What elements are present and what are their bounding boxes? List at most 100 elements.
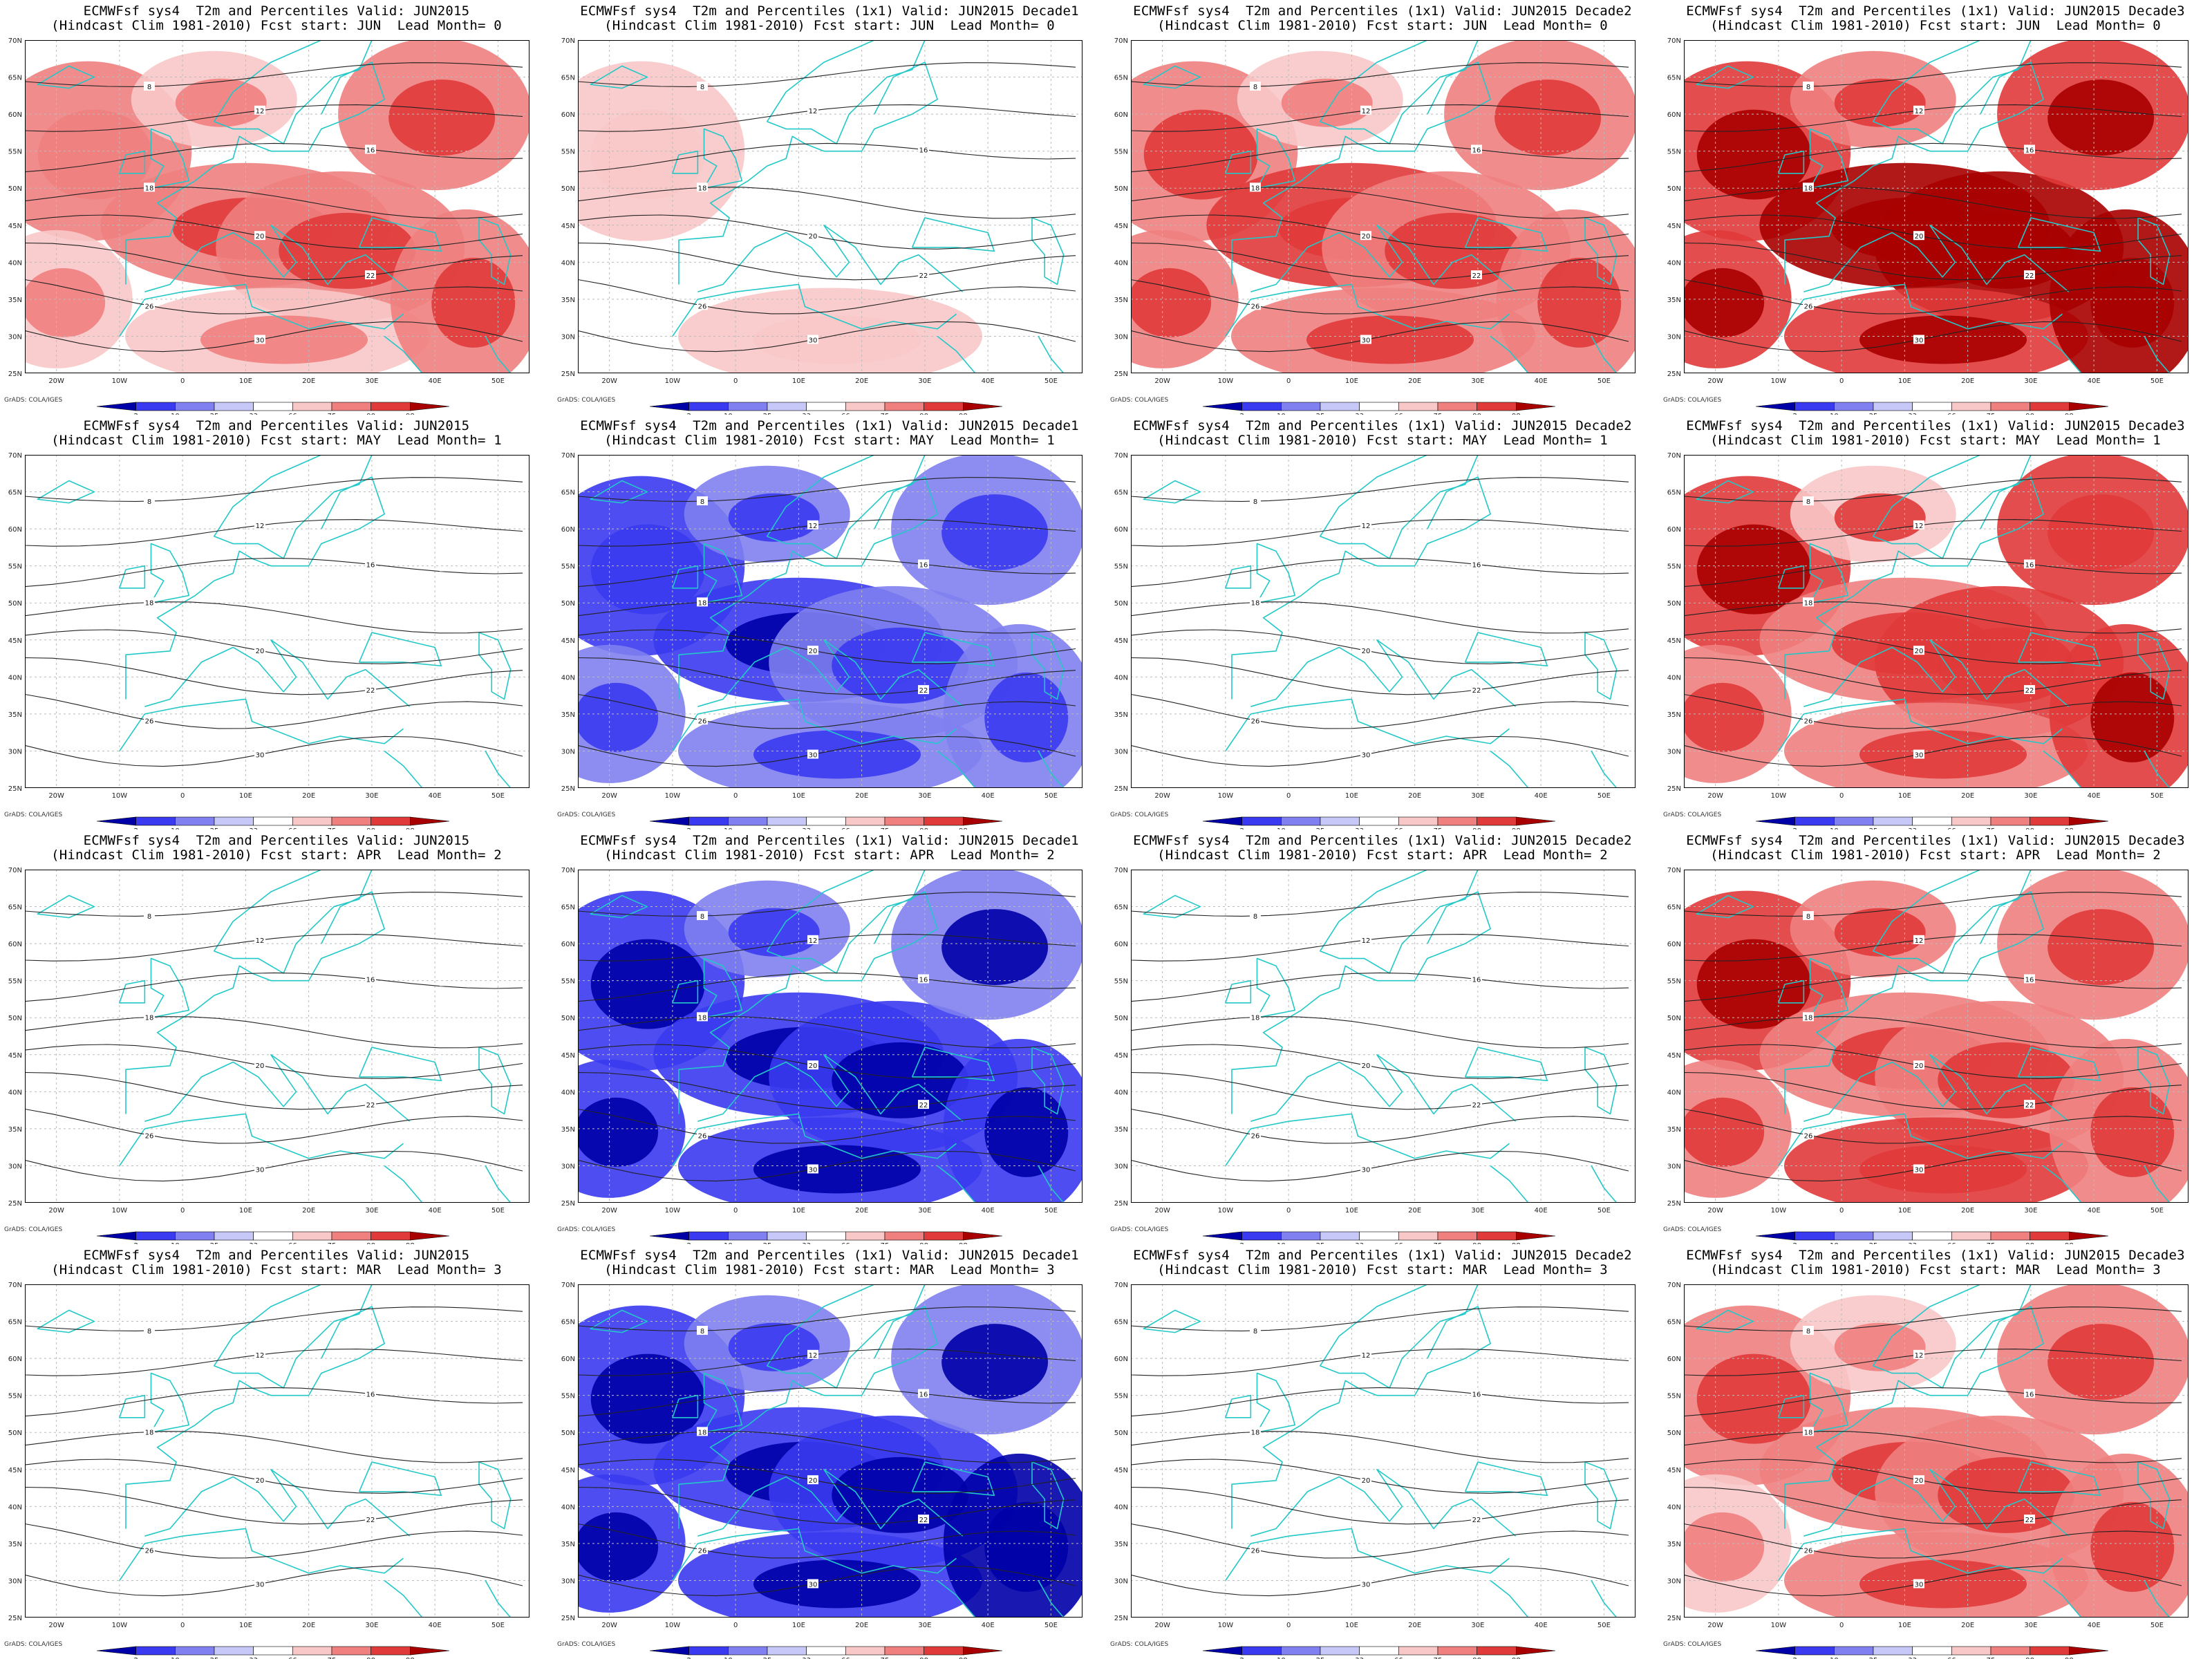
isotherm-label-bg — [1803, 1130, 1814, 1140]
coastline — [1250, 224, 1517, 292]
x-tick-label: 50E — [2150, 792, 2164, 800]
panel-title-line1: ECMWFsf sys4 T2m and Percentiles (1x1) V… — [1133, 418, 1632, 433]
anomaly-shading-core — [1834, 493, 1926, 542]
coastline — [1778, 1528, 2063, 1581]
y-tick-label: 40N — [1667, 674, 1681, 682]
colorbar-segment — [292, 816, 332, 826]
isotherm-label: 12 — [1915, 937, 1924, 945]
coastline — [321, 476, 385, 529]
x-tick-label: 10E — [1345, 1207, 1358, 1215]
map-frame — [578, 40, 1082, 373]
isotherm — [578, 657, 1076, 695]
isotherm — [25, 62, 523, 87]
isotherm-label: 30 — [1915, 337, 1924, 345]
coastline — [1591, 336, 1618, 373]
x-tick-label: 50E — [491, 792, 505, 800]
y-tick-label: 25N — [1667, 1615, 1681, 1622]
isotherm-label-bg — [1250, 1545, 1261, 1555]
coastline — [1143, 480, 1201, 504]
coastline — [1225, 698, 1510, 751]
colorbar-segment — [292, 402, 332, 411]
colorbar-segment — [175, 1646, 215, 1656]
isotherm-label-bg — [1913, 105, 1924, 115]
y-tick-label: 60N — [1667, 941, 1681, 948]
y-tick-label: 25N — [1114, 371, 1128, 378]
map-area: 8 12 16 18 20 22 26 30 — [1684, 455, 2188, 788]
isotherm-label: 18 — [698, 1429, 707, 1436]
isotherm-label: 22 — [1472, 1517, 1481, 1524]
x-tick-label: 40E — [2088, 1622, 2101, 1629]
y-tick-label: 60N — [561, 1356, 575, 1363]
coastline — [1231, 943, 1465, 1114]
isotherm-label: 20 — [1915, 233, 1924, 241]
y-tick-label: 40N — [1667, 1503, 1681, 1511]
isotherm-label-bg — [807, 1164, 818, 1174]
colorbar-segment — [924, 1231, 964, 1241]
anomaly-shading-core — [1306, 315, 1474, 364]
isotherm-label: 20 — [256, 1477, 265, 1485]
map-panel: ECMWFsf sys4 T2m and Percentiles (1x1) V… — [553, 830, 1106, 1244]
map-area: 8 12 16 18 20 22 26 30 — [25, 40, 529, 373]
anomaly-shading-core — [1938, 1042, 2075, 1118]
isotherm-label-bg — [697, 82, 708, 91]
y-tick-label: 55N — [561, 149, 575, 156]
y-tick-label: 30N — [1667, 748, 1681, 756]
x-tick-label: 10E — [239, 1207, 252, 1215]
grads-credit: GrADS: COLA/IGES — [1110, 397, 1169, 404]
isotherm — [1131, 1071, 1629, 1110]
x-tick-label: 20E — [1408, 792, 1421, 800]
colorbar-segment — [1873, 1231, 1913, 1241]
isotherm-label-bg — [1360, 1349, 1371, 1359]
colorbar-segment — [728, 1231, 768, 1241]
coastline — [1143, 65, 1201, 89]
panel-title: ECMWFsf sys4 T2m and Percentiles (1x1) V… — [553, 1248, 1106, 1277]
colorbar-segment — [1359, 1231, 1399, 1241]
x-tick-label: 10W — [665, 1207, 681, 1215]
isotherm-label: 20 — [256, 1062, 265, 1070]
colorbar-segment — [1755, 402, 1795, 411]
colorbar-segment — [845, 816, 885, 826]
panel-title-line2: (Hindcast Clim 1981-2010) Fcst start: MA… — [604, 1262, 1055, 1277]
x-tick-label: 10W — [1218, 792, 1234, 800]
coastline — [37, 65, 95, 89]
coastline — [1809, 128, 1849, 189]
isotherm — [25, 1486, 523, 1525]
coastline — [911, 217, 995, 252]
y-tick-label: 60N — [8, 526, 22, 534]
map-area: 8 12 16 18 20 22 26 30 — [1684, 870, 2188, 1203]
isotherm-label: 12 — [1915, 1352, 1924, 1360]
isotherm-label: 30 — [809, 337, 818, 345]
isotherm-label-bg — [1360, 935, 1371, 944]
colorbar-segment — [767, 1231, 807, 1241]
colorbar-segment — [1794, 816, 1835, 826]
coastline — [1803, 224, 2070, 292]
colorbar-segment — [1516, 1231, 1556, 1241]
isotherm — [578, 972, 1076, 1002]
coastline — [119, 150, 146, 174]
map-panel: ECMWFsf sys4 T2m and Percentiles (1x1) V… — [1106, 1244, 1659, 1659]
colorbar-segment — [884, 816, 924, 826]
isotherm — [1684, 972, 2182, 1002]
isotherm-label-bg — [697, 1012, 708, 1022]
anomaly-shading-core — [728, 908, 820, 957]
isotherm-label: 18 — [1251, 185, 1260, 192]
y-tick-label: 35N — [1667, 297, 1681, 304]
colorbar-segment — [2069, 1231, 2109, 1241]
isotherm-label: 12 — [809, 937, 818, 945]
isotherm — [1131, 477, 1629, 502]
isotherm-label-bg — [254, 749, 265, 759]
colorbar-segment — [410, 1646, 450, 1656]
x-tick-label: 20W — [1707, 1622, 1723, 1629]
x-tick-label: 50E — [1044, 377, 1058, 385]
percentile-map: 8 12 16 18 20 22 26 30 — [1131, 455, 1635, 788]
x-tick-label: 20W — [1707, 377, 1723, 385]
coastline — [1038, 336, 1065, 373]
y-tick-label: 45N — [1114, 223, 1128, 230]
percentile-map: 8 12 16 18 20 22 26 30 — [1684, 870, 2188, 1203]
isotherm-label-bg — [807, 646, 818, 655]
isotherm — [578, 279, 1076, 315]
x-tick-label: 0 — [180, 1622, 185, 1629]
x-tick-label: 30E — [1471, 792, 1484, 800]
isotherm — [1684, 693, 2182, 729]
isotherm-label: 26 — [698, 718, 707, 725]
